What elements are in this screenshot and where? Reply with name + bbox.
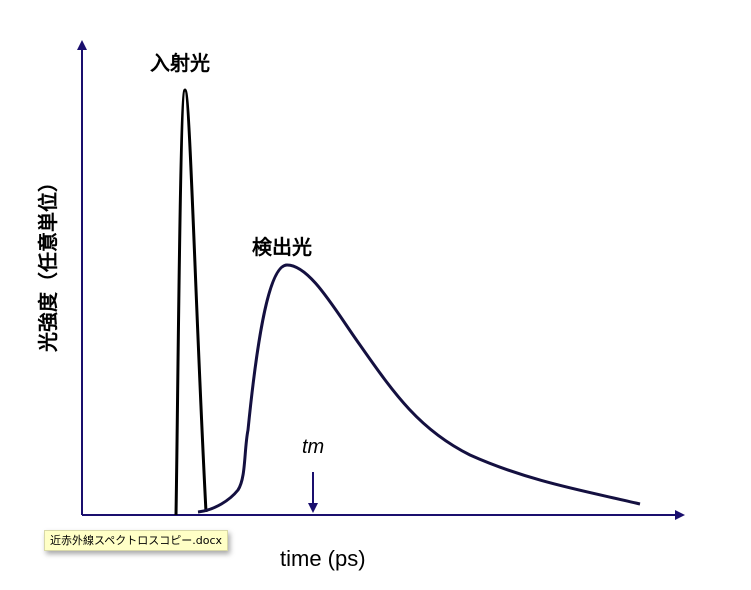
incident-light-label: 入射光	[150, 51, 210, 75]
detected-light-label: 検出光	[252, 235, 312, 259]
file-tooltip: 近赤外線スペクトロスコピー.docx	[44, 530, 228, 551]
tm-label: tm	[302, 436, 324, 458]
y-axis-label: 光強度（任意単位）	[36, 172, 60, 353]
incident-light-curve	[174, 88, 208, 516]
detected-light-curve	[197, 263, 641, 514]
x-axis-label: time (ps)	[280, 546, 366, 571]
